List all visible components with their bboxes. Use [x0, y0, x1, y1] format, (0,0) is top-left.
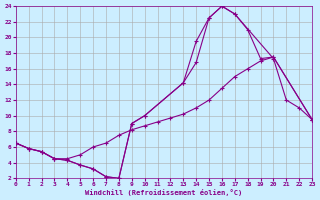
- X-axis label: Windchill (Refroidissement éolien,°C): Windchill (Refroidissement éolien,°C): [85, 189, 243, 196]
